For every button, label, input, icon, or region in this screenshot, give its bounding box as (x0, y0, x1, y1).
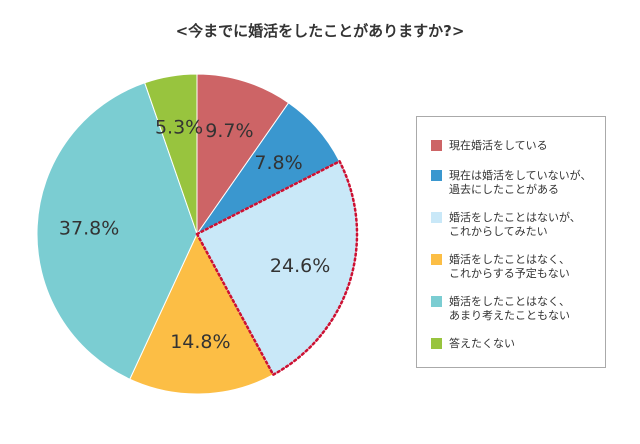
pie-slice-label-2: 7.8% (254, 152, 302, 174)
pie-slice-5 (36, 82, 198, 380)
legend-label: 現在婚活をしている (449, 139, 548, 152)
legend-item: 現在は婚活をしていないが、 過去にしたことがある (431, 169, 591, 197)
legend-item: 婚活をしたことはなく、 あまり考えたこともない (431, 295, 570, 323)
pie-slice-label-5: 37.8% (59, 218, 119, 240)
pie-slice-label-6: 5.3% (155, 117, 203, 139)
legend-swatch (431, 170, 442, 181)
legend-swatch (431, 140, 442, 151)
pie-slice-4 (129, 232, 274, 395)
legend-label: 答えたくない (449, 337, 515, 350)
legend-item: 婚活をしたことはなく、 これからする予定もない (431, 253, 570, 281)
legend-item: 現在婚活をしている (431, 139, 548, 153)
chart-title: <今までに婚活をしたことがありますか?> (175, 22, 465, 40)
legend-label: 婚活をしたことはないが、 これからしてみたい (449, 211, 581, 238)
pie-slice-label-4: 14.8% (170, 331, 230, 353)
pie-slice-highlight-outline (195, 159, 359, 377)
legend-item: 答えたくない (431, 337, 515, 351)
legend-swatch (431, 212, 442, 223)
legend-label: 婚活をしたことはなく、 あまり考えたこともない (449, 295, 570, 322)
legend-swatch (431, 296, 442, 307)
pie-slice-6 (144, 73, 198, 235)
pie-slice-label-1: 9.7% (205, 120, 253, 142)
chart-legend: 現在婚活をしている現在は婚活をしていないが、 過去にしたことがある 婚活をしたこと… (416, 116, 606, 368)
pie-slice-1 (196, 73, 290, 236)
legend-label: 現在は婚活をしていないが、 過去にしたことがある (449, 169, 592, 196)
pie-slice-label-3: 24.6% (270, 255, 330, 277)
legend-item: 婚活をしたことはないが、 これからしてみたい (431, 211, 581, 239)
legend-label: 婚活をしたことはなく、 これからする予定もない (449, 253, 570, 280)
legend-swatch (431, 338, 442, 349)
legend-swatch (431, 254, 442, 265)
